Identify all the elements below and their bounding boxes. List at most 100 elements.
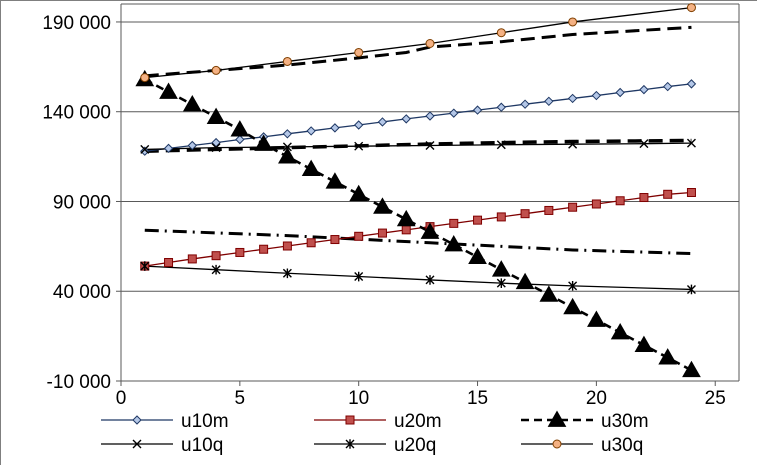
series-markers bbox=[135, 3, 701, 378]
point-u20m bbox=[187, 254, 197, 264]
point-u20m bbox=[354, 231, 364, 241]
legend-marker bbox=[132, 415, 142, 425]
x-tick-label: 15 bbox=[467, 388, 488, 409]
x-tick-label: 20 bbox=[586, 388, 607, 409]
point-u30q bbox=[425, 38, 435, 48]
point-u10m bbox=[330, 123, 340, 133]
point-u20q bbox=[568, 281, 578, 291]
point-u10m bbox=[353, 120, 364, 130]
point-u10q bbox=[140, 144, 150, 154]
x-tick-label: 0 bbox=[116, 388, 127, 409]
legend-marker bbox=[132, 439, 142, 449]
point-u10q bbox=[639, 139, 649, 149]
point-u30q bbox=[282, 56, 292, 66]
y-tick-label: 140 000 bbox=[42, 103, 111, 124]
legend-item-u10m: u10m bbox=[101, 411, 229, 432]
point-u10m bbox=[639, 84, 649, 95]
point-u30q bbox=[568, 17, 578, 27]
point-u30q bbox=[211, 65, 221, 75]
legend-item-u20q: u20q bbox=[314, 435, 436, 456]
point-u20m bbox=[568, 202, 578, 212]
point-u20m bbox=[377, 228, 387, 238]
point-u30m bbox=[206, 107, 226, 124]
legend-marker bbox=[345, 439, 355, 449]
x-tick-label: 5 bbox=[235, 388, 246, 409]
point-u10m bbox=[187, 140, 198, 151]
point-u30m bbox=[325, 172, 345, 189]
point-u30m bbox=[539, 285, 559, 302]
point-u10q bbox=[568, 139, 578, 149]
point-u20m bbox=[306, 238, 316, 248]
point-u10q bbox=[282, 142, 292, 152]
legend-item-u30q: u30q bbox=[521, 435, 643, 456]
point-u10m bbox=[686, 79, 697, 89]
legend-label: u20m bbox=[394, 411, 442, 432]
series-line-u20m bbox=[144, 191, 692, 267]
legend-marker bbox=[547, 410, 567, 427]
point-u30m bbox=[610, 323, 630, 340]
point-u20m bbox=[520, 209, 530, 219]
legend-label: u20q bbox=[394, 435, 436, 456]
point-u20m bbox=[330, 235, 340, 245]
point-u20m bbox=[235, 247, 245, 257]
point-u20q bbox=[686, 284, 696, 295]
x-tick-label: 25 bbox=[705, 388, 726, 409]
point-u30m bbox=[182, 95, 202, 112]
legend-label: u30q bbox=[601, 435, 643, 456]
point-u10m bbox=[282, 129, 293, 139]
point-u10m bbox=[615, 87, 625, 98]
point-u10m bbox=[567, 93, 578, 104]
legend-item-u10q: u10q bbox=[101, 435, 223, 456]
point-u30m bbox=[468, 247, 487, 265]
point-u10m bbox=[520, 99, 530, 109]
point-u10m bbox=[662, 81, 673, 92]
point-u20m bbox=[401, 225, 411, 235]
point-u30m bbox=[230, 120, 250, 137]
point-u30q bbox=[140, 73, 150, 83]
point-u10m bbox=[235, 134, 245, 145]
point-u10m bbox=[377, 117, 388, 127]
series-line-u30m bbox=[144, 78, 693, 372]
overlay-line-3 bbox=[144, 228, 692, 256]
point-u10m bbox=[544, 96, 554, 107]
point-u10m bbox=[496, 102, 507, 112]
point-u10m bbox=[472, 105, 483, 115]
point-u30m bbox=[634, 335, 654, 352]
point-u30m bbox=[373, 197, 392, 214]
point-u30m bbox=[159, 82, 178, 99]
point-u20m bbox=[282, 241, 292, 251]
legend-marker bbox=[552, 439, 562, 449]
point-u30m bbox=[349, 184, 369, 202]
legend-item-u20m: u20m bbox=[314, 411, 442, 432]
legend-marker bbox=[345, 415, 355, 425]
point-u20q bbox=[211, 264, 221, 275]
point-u30m bbox=[682, 360, 701, 378]
point-u10m bbox=[163, 143, 174, 154]
point-u20m bbox=[449, 218, 459, 228]
point-u10m bbox=[140, 146, 150, 156]
point-u30m bbox=[587, 310, 606, 327]
point-u30m bbox=[658, 348, 678, 365]
point-u10m bbox=[591, 90, 602, 101]
point-u30q bbox=[496, 28, 506, 38]
x-tick-label: 10 bbox=[348, 388, 369, 409]
y-tick-label: 40 000 bbox=[53, 282, 111, 303]
point-u20m bbox=[164, 258, 174, 268]
point-u20m bbox=[639, 193, 649, 203]
overlay-line-1 bbox=[144, 25, 692, 78]
point-u20m bbox=[591, 199, 601, 209]
point-u30q bbox=[354, 47, 364, 57]
point-u10q bbox=[425, 140, 435, 150]
legend-label: u30m bbox=[601, 411, 649, 432]
point-u30m bbox=[254, 134, 273, 151]
point-u20m bbox=[544, 205, 554, 215]
point-u20q bbox=[496, 278, 506, 288]
point-u20m bbox=[686, 188, 696, 197]
series-lines bbox=[144, 6, 693, 372]
point-u30q bbox=[686, 3, 696, 13]
legend-item-u30m: u30m bbox=[521, 410, 649, 432]
series-line-u20q bbox=[144, 265, 692, 291]
point-u10q bbox=[496, 140, 506, 150]
legend-label: u10m bbox=[181, 411, 229, 432]
